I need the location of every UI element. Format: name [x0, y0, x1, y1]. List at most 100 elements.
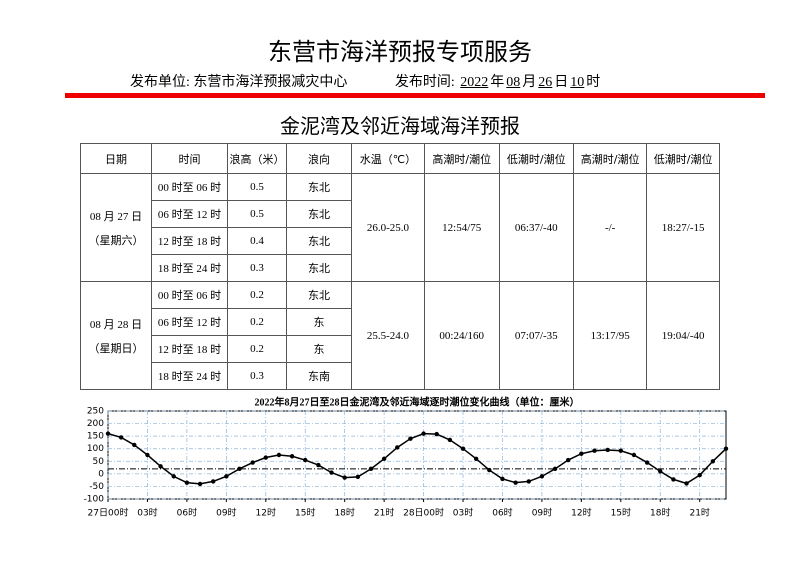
x-tick-label: 06时 [492, 507, 512, 519]
y-tick-label: 150 [87, 432, 104, 442]
subtitle: 金泥湾及邻近海域海洋预报 [280, 114, 520, 138]
column-header: 时间 [151, 143, 228, 174]
title: 东营市海洋预报专项服务 [268, 38, 532, 66]
x-tick-label: 21时 [374, 507, 394, 519]
tide-point [381, 456, 387, 461]
y-tick-label: -50 [89, 482, 104, 492]
column-header: 低潮时/潮位 [498, 143, 575, 174]
column-header: 低潮时/潮位 [646, 143, 720, 174]
tide-point [434, 431, 439, 437]
tide-point [355, 474, 361, 480]
publish-line: 发布单位: 东营市海洋预报减灾中心 发布时间: 2022 年 08 月 26 日 10 时 [130, 71, 600, 91]
wave-height: 0.2 [226, 308, 288, 336]
row: 18 时至 24 时 0.3 东北 [81, 254, 720, 282]
wave-height: 0.2 [226, 281, 288, 309]
x-tick-label: 21时 [689, 507, 709, 519]
wave-height: 0.2 [226, 335, 288, 363]
tide: 06:37/-40 [498, 173, 575, 282]
tide-point [145, 452, 150, 458]
unit: 年 [490, 75, 505, 90]
tide-point [289, 454, 295, 459]
column-header: 浪向 [286, 143, 352, 174]
tide-point [710, 459, 716, 464]
tide-point [526, 479, 531, 484]
wave-direction: 东北 [286, 254, 352, 282]
tide-point [631, 452, 637, 458]
column-header: 浪高（米） [226, 143, 288, 174]
tide-point [316, 462, 321, 468]
tide-point [276, 452, 282, 458]
weekday: （星期六） [88, 234, 144, 247]
x-tick-label: 09时 [532, 507, 552, 519]
x-tick-label: 12时 [256, 507, 276, 519]
tide-point [513, 480, 518, 485]
tide-point [644, 460, 650, 465]
tide-point [658, 469, 663, 474]
row: 08 月 28 日（星期日） 00 时至 06 时 0.2 东北 25.5-24.0 00… [79, 281, 720, 390]
tide-point [395, 445, 400, 450]
tide-point [303, 457, 308, 463]
unit: 时 [586, 75, 601, 90]
tide-point [539, 474, 545, 479]
chart-title: 2022年8月27日至28日金泥湾及邻近海域逐时潮位变化曲线（单位：厘米） [255, 395, 580, 408]
tide-point [684, 481, 689, 486]
wave-direction: 东北 [286, 227, 352, 255]
wave-height: 0.5 [226, 173, 288, 201]
wave-height: 0.3 [226, 254, 288, 282]
x-tick-label: 12时 [571, 507, 591, 519]
tide-point [250, 460, 255, 465]
y-tick-label: 200 [87, 419, 104, 429]
red-rule [65, 93, 765, 98]
x-tick-label: 27日00时 [88, 507, 129, 519]
tide-point [158, 464, 163, 469]
tide-point [671, 477, 676, 482]
date-cell: 08 月 28 日 （星期日） [79, 281, 153, 390]
x-tick-label: 09时 [216, 507, 236, 519]
tide-point [118, 435, 124, 440]
y-tick-label: 100 [87, 444, 104, 454]
tide: 19:04/-40 [646, 281, 720, 390]
tide: 00:24/160 [423, 281, 500, 390]
y-tick-label: 0 [98, 469, 104, 479]
x-tick-label: 03时 [453, 507, 473, 519]
tide-point [368, 466, 374, 472]
forecast-table: 日期 时间 浪高（米） 浪向 水温（℃） 高潮时/潮位 低潮时/潮位 高潮时/潮位 低潮时/潮位… [79, 143, 720, 390]
x-tick-label: 18时 [334, 507, 354, 519]
tide-point [723, 446, 729, 451]
tide-point [447, 437, 453, 443]
tide-point [605, 447, 610, 453]
tide-point [487, 467, 492, 473]
wave-direction: 东 [286, 308, 352, 336]
x-tick-label: 15时 [295, 507, 315, 519]
year: 2022 [460, 75, 489, 90]
wave-direction: 东南 [286, 362, 352, 390]
column-header: 高潮时/潮位 [573, 143, 648, 174]
x-tick-label: 18时 [650, 507, 670, 519]
date: 08 月 27 日 [89, 210, 143, 223]
tide-line [107, 432, 727, 485]
tide: 07:07/-35 [498, 281, 575, 390]
tide-point [210, 479, 216, 484]
tide-point [460, 446, 466, 451]
tide-point [197, 481, 203, 487]
time: 18 时至 24 时 [151, 362, 228, 390]
x-tick-label: 28日00时 [403, 507, 444, 519]
time: 12 时至 18 时 [151, 227, 228, 255]
column-header: 日期 [79, 143, 153, 174]
x-tick-label: 15时 [611, 507, 631, 519]
tide-point [237, 466, 242, 472]
row: 12 时至 18 时 0.4 东北 [81, 227, 720, 255]
y-tick-label: 250 [87, 407, 104, 417]
publisher: 东营市海洋预报减灾中心 [193, 75, 348, 90]
date: 08 月 28 日 [89, 318, 143, 331]
tide-point [105, 431, 111, 436]
water-temp: 25.5-24.0 [350, 281, 425, 390]
tide-point [263, 455, 268, 460]
hour: 10 [570, 75, 585, 90]
tide-point [342, 475, 347, 480]
tide: 12:54/75 [423, 173, 500, 282]
day: 26 [538, 75, 553, 90]
tide: 18:27/-15 [646, 173, 720, 282]
tide-point [184, 480, 190, 485]
